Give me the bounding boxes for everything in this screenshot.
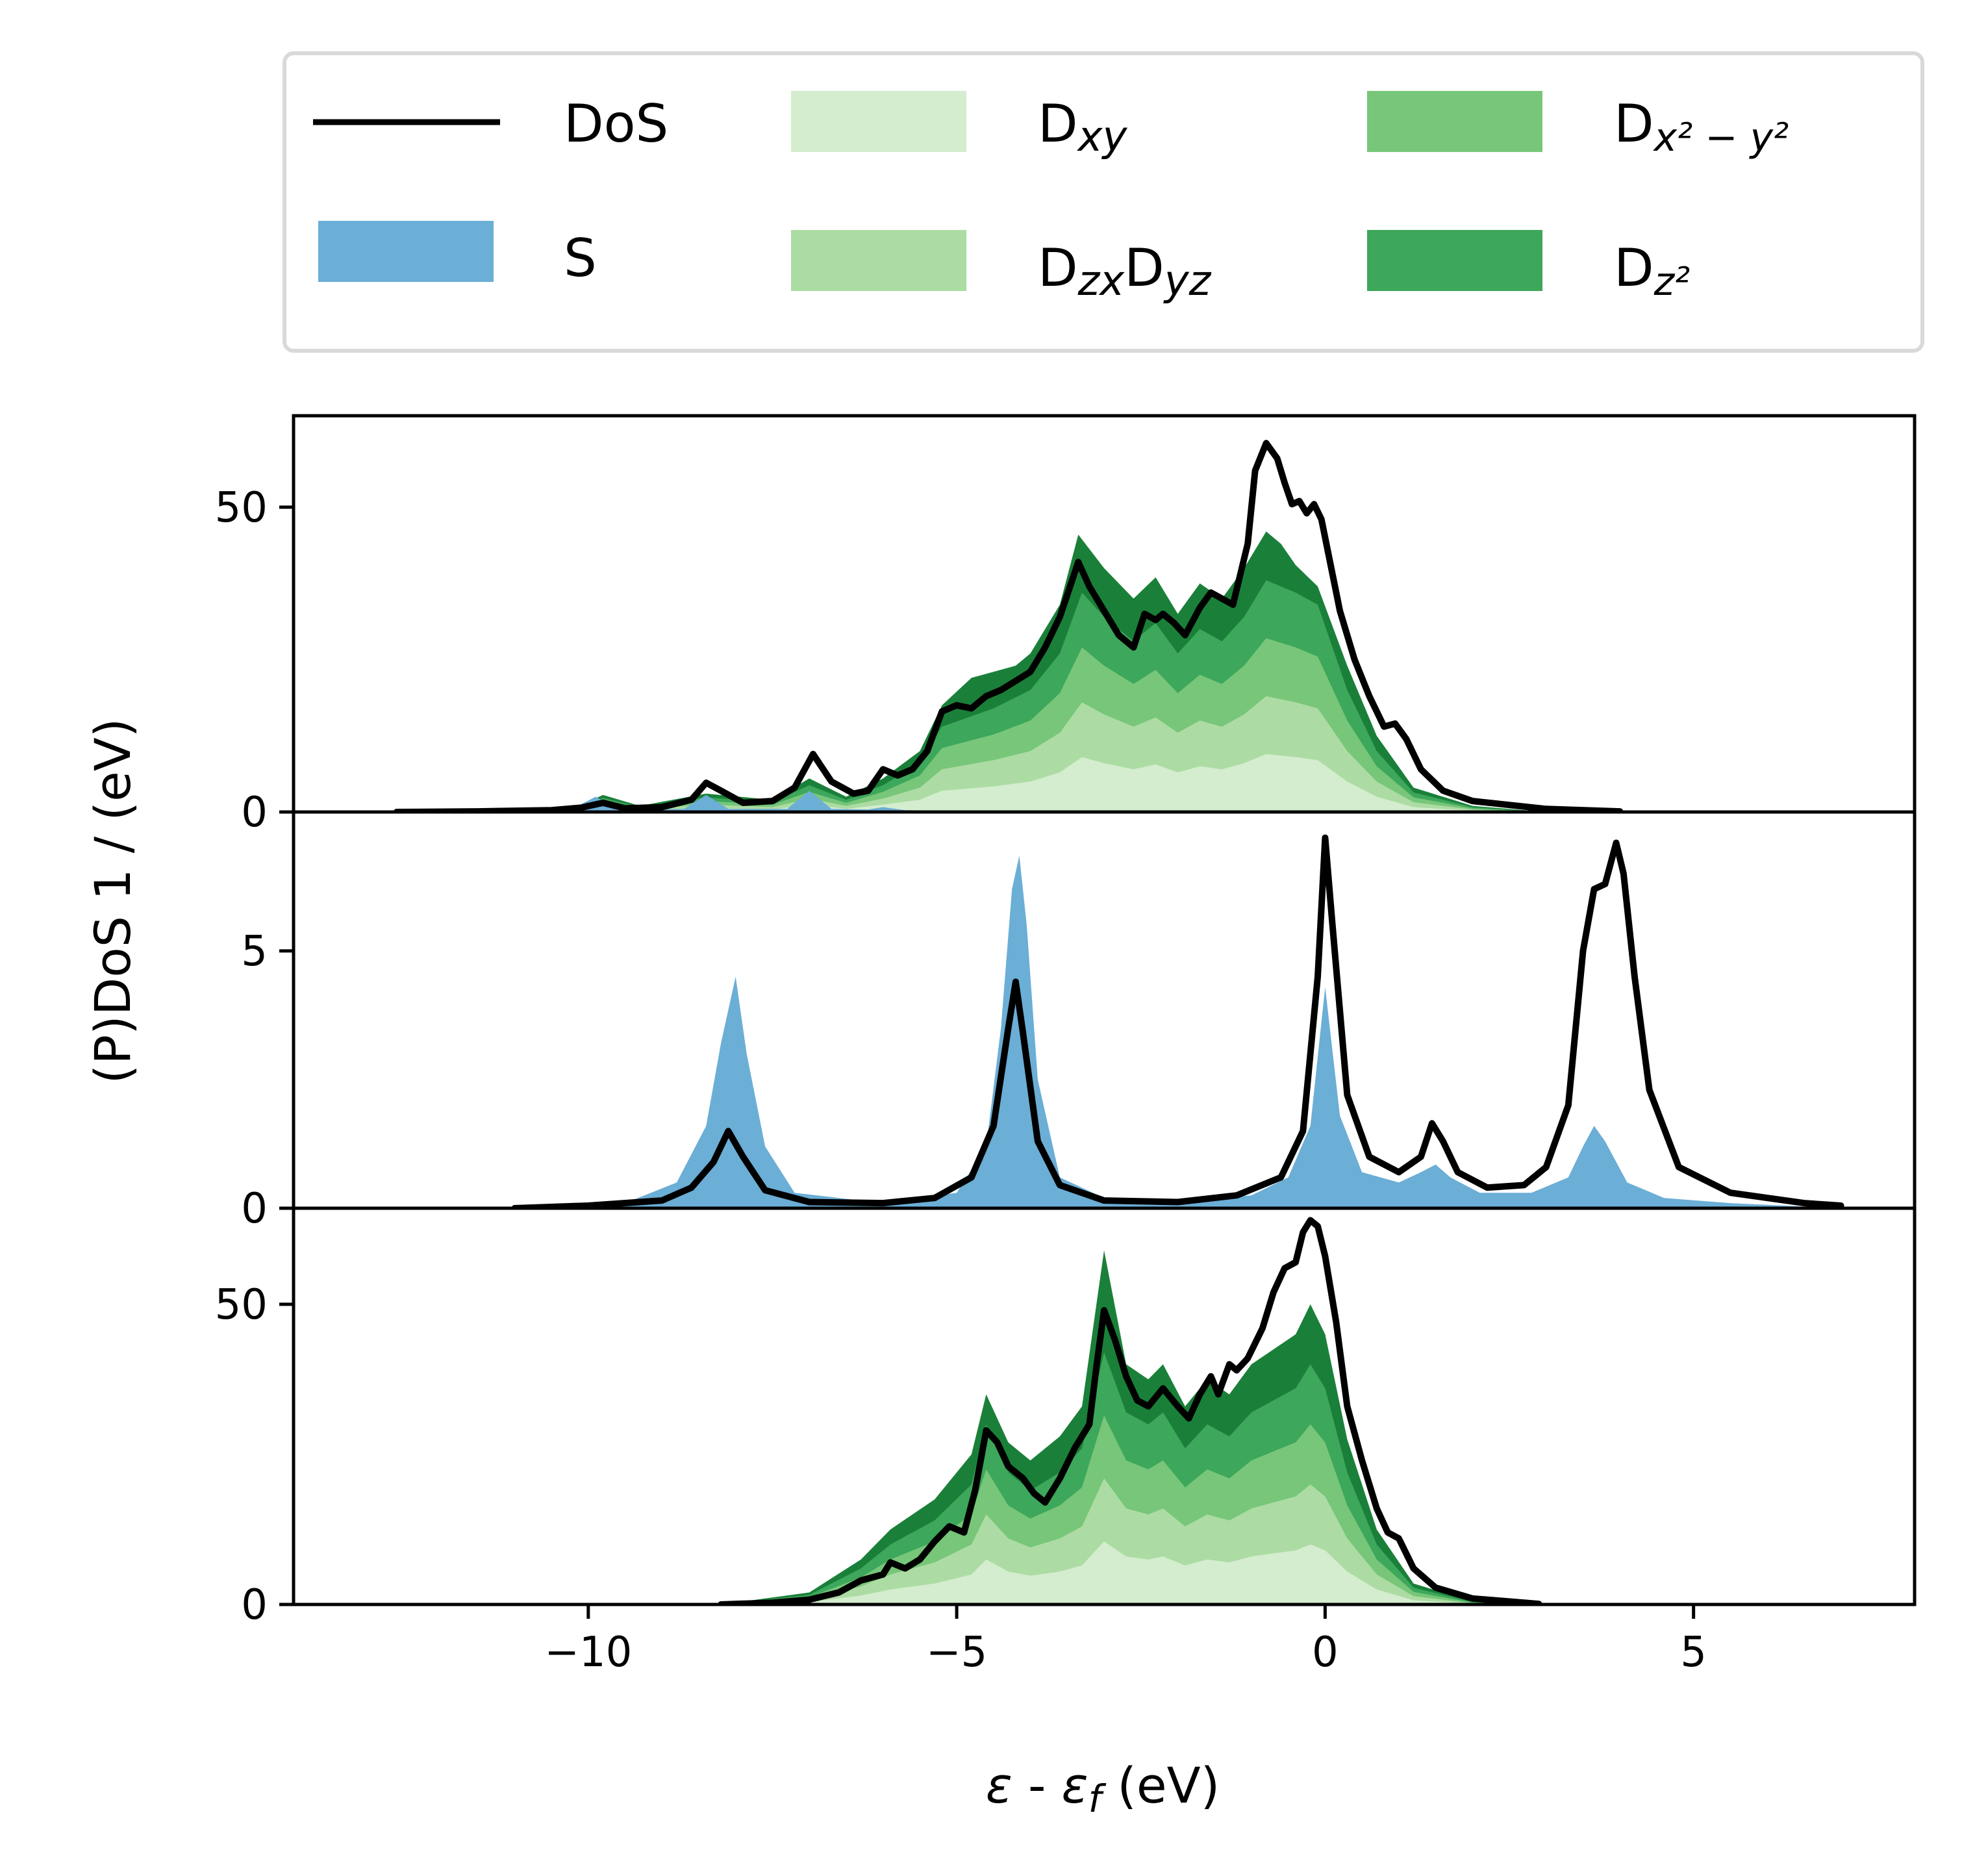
xtick-label-5: 5 — [1680, 1629, 1707, 1677]
legend-dz2-swatch — [1367, 230, 1542, 291]
panel-top: 0 50 — [215, 414, 1917, 837]
legend-dz2-sub: z² — [1654, 259, 1691, 305]
legend-dxy-label: Dxy — [1038, 94, 1127, 161]
legend-dx2y2-sub: x² − y² — [1653, 115, 1789, 160]
top-ytick-label-50: 50 — [215, 484, 268, 532]
legend-s-label: S — [564, 228, 597, 288]
legend-dxy-sub: xy — [1077, 113, 1128, 161]
middle-plot-area — [511, 834, 1844, 1208]
legend-dzxdyz-swatch — [791, 230, 966, 291]
x-axis-label-eps: ε — [986, 1756, 1012, 1814]
x-axis-label: ε - εf (eV) — [986, 1756, 1220, 1821]
xtick-label--5: −5 — [926, 1629, 987, 1677]
top-dos-line — [393, 440, 1624, 812]
legend-s-swatch — [318, 221, 494, 282]
bottom-ytick-label-0: 0 — [241, 1581, 268, 1629]
legend-dx2y2-swatch — [1367, 91, 1542, 152]
bottom-dos-line — [718, 1217, 1542, 1604]
bottom-plot-area — [718, 1217, 1542, 1604]
bottom-dxy-area — [721, 1541, 1539, 1604]
x-tick-labels: −10 −5 0 5 — [544, 1629, 1707, 1677]
legend-dyz-sub: yz — [1163, 257, 1212, 305]
legend-dzx-sub: zx — [1077, 257, 1126, 305]
legend-frame — [283, 51, 1924, 353]
y-axis-label: (P)DoS 1 / (eV) — [84, 718, 142, 1084]
top-s-area — [566, 791, 972, 812]
middle-ytick-label-0: 0 — [241, 1185, 268, 1233]
legend-dxy-main: D — [1038, 94, 1078, 154]
middle-ytick-label-5: 5 — [241, 928, 268, 976]
xtick-label--10: −10 — [544, 1629, 632, 1677]
legend-dz2-main: D — [1614, 238, 1654, 298]
top-ytick-label-0: 0 — [241, 789, 268, 837]
panel-middle: 05 — [241, 810, 1917, 1233]
legend-dzxdyz-label: DzxDyz — [1038, 238, 1212, 305]
legend-dz2-label: Dz² — [1614, 238, 1690, 305]
x-axis-label-mid: - — [1012, 1756, 1062, 1814]
x-axis-label-unit: (eV) — [1101, 1756, 1220, 1814]
legend-dx2y2-label: Dx² − y² — [1614, 94, 1789, 160]
legend-dos-label: DoS — [564, 94, 668, 154]
legend-dx2y2-main: D — [1614, 94, 1654, 154]
top-dxy-area — [566, 754, 1546, 812]
legend: DoS S Dxy DzxDyz Dx² − y² Dz² — [283, 51, 1924, 353]
x-axis-label-eps2: ε — [1062, 1756, 1088, 1814]
legend-dzx-main: D — [1038, 238, 1078, 298]
xtick-label-0: 0 — [1312, 1629, 1339, 1677]
middle-dos-line — [511, 834, 1844, 1208]
bottom-ytick-label-50: 50 — [215, 1281, 268, 1329]
legend-dxy-swatch — [791, 91, 966, 152]
legend-dyz-main: D — [1124, 238, 1164, 298]
bottom-axes-frame — [292, 1206, 1917, 1606]
panel-bottom: 0 50 — [215, 1206, 1917, 1629]
top-plot-area — [393, 440, 1624, 812]
